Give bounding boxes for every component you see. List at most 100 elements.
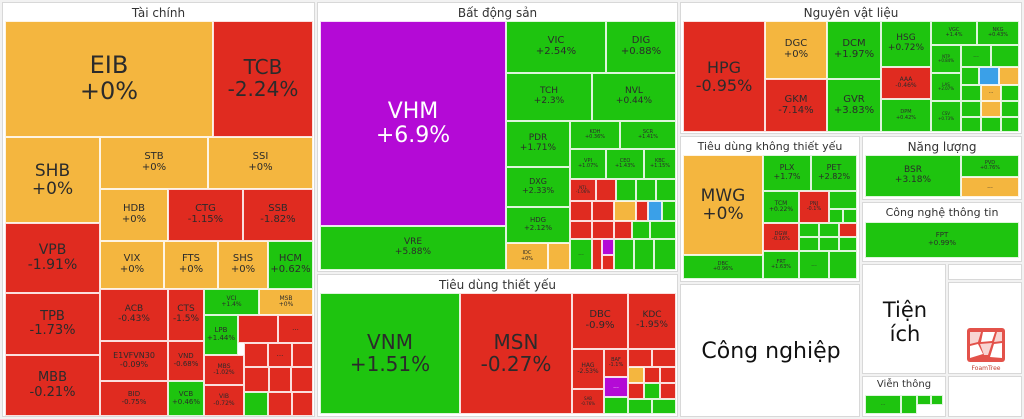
tile-DBC[interactable]: DBC -0.9%	[572, 293, 628, 349]
tile-small[interactable]: ...	[278, 315, 313, 343]
tile-TCB[interactable]: TCB -2.24%	[213, 21, 313, 137]
tile-KDC[interactable]: KDC -1.95%	[628, 293, 676, 349]
tile-DPM[interactable]: DPM +0.42%	[881, 99, 931, 132]
tile-small[interactable]	[981, 101, 1001, 117]
tile-LPB[interactable]: LPB +1.44%	[204, 315, 238, 355]
tile-SHS[interactable]: SHS +0%	[218, 241, 268, 289]
tile-VND[interactable]: VND -0.68%	[168, 341, 204, 381]
tile-small[interactable]	[268, 392, 292, 416]
tile-small[interactable]	[570, 201, 592, 221]
tile-small[interactable]	[292, 392, 313, 416]
tile-small[interactable]	[829, 251, 857, 279]
tile-BAF[interactable]: BAF -1.1%	[604, 349, 628, 377]
tile-small[interactable]	[931, 395, 943, 405]
tile-small[interactable]	[799, 237, 819, 251]
tile-TCH[interactable]: TCH +2.3%	[506, 73, 592, 121]
tile-small[interactable]	[917, 395, 931, 405]
tile-small[interactable]	[652, 349, 676, 367]
tile-VCI[interactable]: VCI +1.4%	[204, 289, 259, 315]
tile-FTS[interactable]: FTS +0%	[164, 241, 218, 289]
tile-small[interactable]	[979, 67, 999, 85]
tile-small[interactable]	[238, 315, 278, 343]
tile-small[interactable]: ...	[570, 239, 592, 270]
tile-small[interactable]	[636, 179, 656, 201]
tile-small[interactable]	[592, 201, 614, 221]
tile-VIC[interactable]: VIC +2.54%	[506, 21, 606, 73]
tile-PET[interactable]: PET +2.82%	[811, 155, 857, 191]
tile-small[interactable]	[592, 221, 614, 239]
tile-CEO[interactable]: CEO +1.43%	[606, 149, 644, 179]
tile-VHM[interactable]: VHM +6.9%	[320, 21, 506, 226]
tile-MBS[interactable]: MBS -1.02%	[204, 355, 244, 385]
tile-small[interactable]: ...	[865, 395, 901, 414]
tile-FRT[interactable]: FRT +1.63%	[763, 251, 799, 279]
tile-small[interactable]	[634, 239, 654, 270]
tile-small[interactable]	[961, 101, 981, 117]
tile-PLX[interactable]: PLX +1.7%	[763, 155, 811, 191]
tile-VGC[interactable]: VGC +1.4%	[931, 21, 977, 45]
tile-small[interactable]	[632, 221, 650, 239]
tile-small[interactable]	[660, 383, 676, 399]
tile-HDG[interactable]: HDG +2.12%	[506, 207, 570, 243]
tile-HPG[interactable]: HPG -0.95%	[683, 21, 765, 132]
tile-HAG[interactable]: HAG -2.53%	[572, 349, 604, 389]
tile-small[interactable]	[269, 367, 291, 392]
tile-NTP[interactable]: NTP +0.84%	[931, 45, 961, 73]
tile-PVD[interactable]: PVD +0.76%	[961, 155, 1019, 177]
tile-VIX[interactable]: VIX +0%	[100, 241, 164, 289]
tile-small[interactable]	[570, 221, 592, 239]
tile-small[interactable]	[819, 223, 839, 237]
tile-AAA[interactable]: AAA -0.46%	[881, 67, 931, 99]
tile-EIB[interactable]: EIB +0%	[5, 21, 213, 137]
tile-small[interactable]	[961, 67, 979, 85]
tile-CTS[interactable]: CTS -1.5%	[168, 289, 204, 341]
tile-small[interactable]	[981, 117, 1001, 132]
tile-SHB[interactable]: SHB +0%	[5, 137, 100, 223]
tile-BSR[interactable]: BSR +3.18%	[865, 155, 961, 197]
tile-KDH[interactable]: KDH +0.36%	[570, 121, 620, 149]
tile-small[interactable]	[644, 367, 660, 383]
tile-VCB[interactable]: VCB +0.46%	[168, 381, 204, 416]
tile-DGC[interactable]: DGC +0%	[765, 21, 827, 79]
tile-small[interactable]	[662, 201, 676, 221]
tile-DBC2[interactable]: DBC +0.96%	[683, 255, 763, 279]
tile-small[interactable]	[839, 223, 857, 237]
tile-SSI[interactable]: SSI +0%	[208, 137, 313, 189]
tile-small[interactable]	[244, 343, 268, 367]
tile-small[interactable]	[901, 395, 917, 414]
tile-small[interactable]	[291, 367, 313, 392]
tile-small[interactable]	[843, 209, 857, 223]
tile-small[interactable]: ...	[981, 85, 1001, 101]
tile-MBB[interactable]: MBB -0.21%	[5, 355, 100, 416]
tile-E1VFVN30[interactable]: E1VFVN30 -0.09%	[100, 341, 168, 381]
tile-VPI[interactable]: VPI +1.07%	[570, 149, 606, 179]
tile-small[interactable]	[614, 221, 632, 239]
tile-IDC[interactable]: IDC +0%	[506, 243, 548, 270]
tile-small[interactable]	[292, 343, 313, 367]
tile-DIG[interactable]: DIG +0.88%	[606, 21, 676, 73]
tile-DGW[interactable]: DGW -0.16%	[763, 223, 799, 251]
tile-small[interactable]	[660, 367, 676, 383]
tile-small[interactable]	[616, 179, 636, 201]
tile-small[interactable]	[654, 239, 676, 270]
tile-small[interactable]	[652, 399, 676, 414]
tile-small[interactable]	[596, 179, 616, 201]
tile-small[interactable]	[656, 179, 676, 201]
tile-VRE[interactable]: VRE +5.88%	[320, 226, 506, 270]
tile-small[interactable]	[628, 383, 644, 399]
tile-MSB[interactable]: MSB +0%	[259, 289, 313, 315]
tile-small[interactable]	[1001, 117, 1019, 132]
tile-HSG[interactable]: HSG +0.72%	[881, 21, 931, 67]
tile-small[interactable]	[636, 201, 648, 221]
tile-NTL[interactable]: NTL -1.06%	[570, 179, 596, 201]
tile-small[interactable]	[602, 255, 614, 270]
tile-small[interactable]	[592, 239, 602, 270]
tile-small[interactable]	[799, 223, 819, 237]
tile-DXG[interactable]: DXG +2.33%	[506, 167, 570, 207]
tile-small[interactable]	[1001, 85, 1019, 101]
tile-FPT[interactable]: FPT +0.99%	[865, 222, 1019, 258]
tile-small[interactable]	[614, 239, 634, 270]
tile-small[interactable]	[961, 117, 981, 132]
tile-small[interactable]: ...	[268, 343, 292, 367]
tile-small[interactable]	[648, 201, 662, 221]
